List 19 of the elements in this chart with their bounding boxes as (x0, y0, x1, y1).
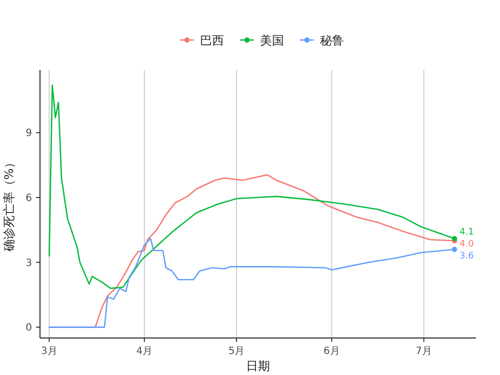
data-label: 3.6 (460, 251, 474, 262)
y-tick-label: 6 (26, 193, 32, 204)
data-label: 4.0 (460, 240, 474, 250)
point (452, 246, 458, 252)
y-axis-title: 确诊死亡率（%） (2, 156, 16, 253)
y-tick-label: 0 (26, 322, 32, 334)
legend-label: 秘鲁 (320, 34, 344, 48)
data-label: 4.1 (460, 228, 474, 238)
legend-label: 巴西 (200, 34, 224, 48)
x-tick-label: 6月 (324, 346, 340, 357)
y-tick-label: 3 (26, 258, 32, 269)
x-tick-label: 7月 (416, 346, 432, 357)
x-tick-label: 4月 (136, 346, 153, 357)
legend-label: 美国 (260, 34, 284, 48)
x-axis-title: 日期 (246, 359, 270, 373)
x-tick-label: 3月 (41, 346, 58, 357)
y-tick-label: 9 (26, 128, 32, 140)
point (452, 236, 458, 242)
x-tick-label: 5月 (228, 346, 245, 357)
